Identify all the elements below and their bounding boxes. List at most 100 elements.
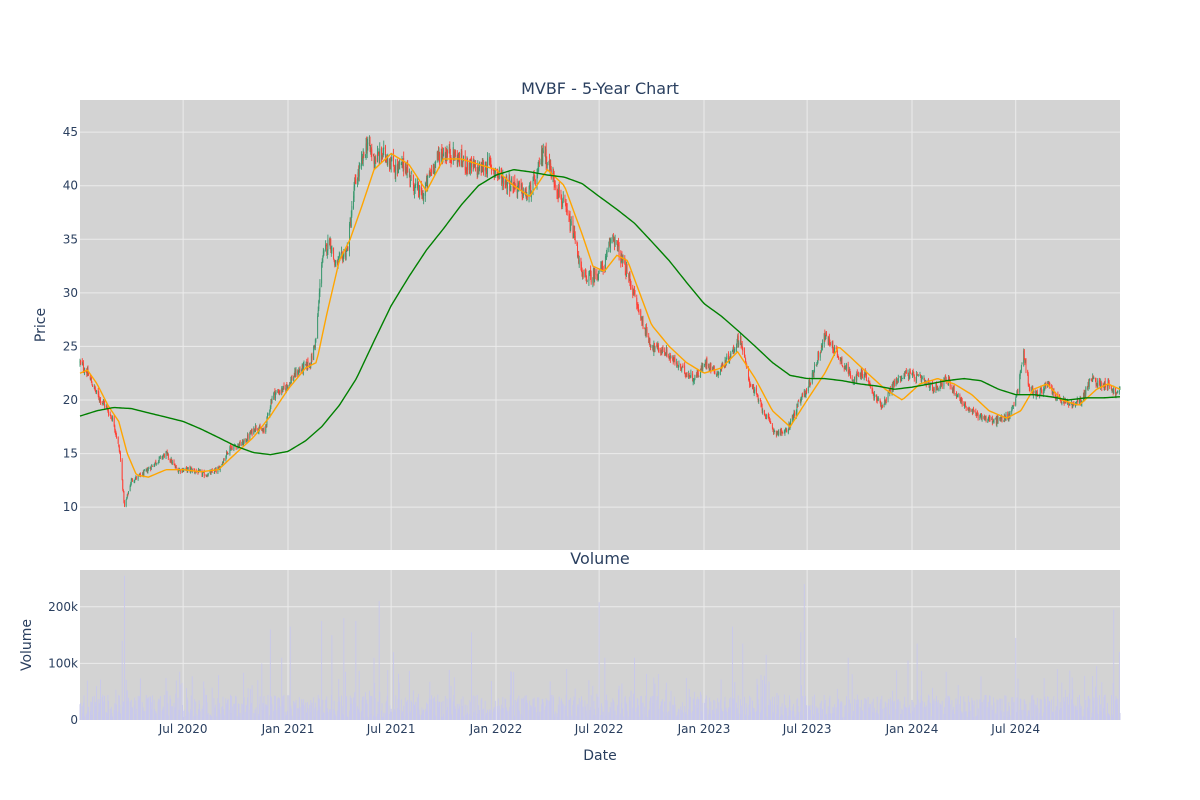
candle-body [638,306,639,310]
candle-body [425,185,427,187]
candle-body [1047,382,1049,384]
volume-bar [869,703,871,720]
volume-bar [137,695,139,720]
volume-bar [142,710,144,720]
candle-body [550,163,552,170]
candle-body [273,392,275,399]
volume-bar [726,711,728,720]
volume-bar [685,677,687,720]
volume-bar [1021,709,1023,720]
candle-body [594,270,596,282]
candle-body [881,405,883,408]
volume-bar [112,716,113,720]
candle-body [1083,392,1085,399]
candle-body [740,336,742,345]
candle-body [1096,384,1098,387]
candle-body [457,157,459,165]
volume-bar [206,694,207,720]
candle-body [765,418,767,419]
volume-bar [927,700,929,720]
volume-bar [436,701,438,720]
candle-body [820,351,822,353]
candle-body [593,271,595,281]
volume-bar [526,702,528,720]
candle-body [782,433,784,434]
candle-body [536,174,538,185]
candle-body [306,362,308,369]
volume-bar [1104,694,1106,720]
candle-body [273,391,275,393]
volume-bar [229,694,231,720]
volume-bar [977,715,978,720]
candle-body [975,413,977,416]
volume-bar [1063,705,1065,720]
volume-bar [630,709,631,720]
candle-body [718,372,720,374]
volume-bar [174,707,176,720]
volume-bar [100,679,101,720]
candle-body [553,172,555,175]
candle-body [548,161,550,165]
candle-body [469,163,471,172]
volume-bar [301,699,303,720]
volume-bar [698,699,700,720]
candle-body [166,451,168,453]
candle-body [130,479,132,484]
candle-body [788,423,790,430]
candle-body [839,357,841,362]
candle-body [283,385,285,389]
volume-bar [537,715,539,720]
volume-bar [441,716,443,720]
volume-y-tick-label: 200k [48,600,78,614]
candle-body [810,383,812,384]
volume-bar [187,711,189,720]
volume-bar [289,695,291,720]
volume-bar [542,702,544,720]
candle-body [796,404,798,413]
volume-bar [1092,701,1094,720]
volume-bar [897,699,899,720]
candle-body [170,461,172,463]
candle-body [581,264,582,270]
candle-body [265,424,267,426]
candle-body [933,388,935,391]
candle-body [642,320,644,329]
candle-body [406,167,408,176]
candle-body [771,424,773,428]
volume-bar [924,708,926,720]
candle-body [1104,381,1106,389]
volume-bar [1011,697,1013,720]
candle-body [666,349,668,357]
volume-bar [701,711,703,720]
volume-bar [81,705,83,720]
volume-bar [811,704,813,720]
candle-body [505,181,507,187]
candle-body [853,376,855,382]
candle-body [872,393,874,394]
candle-body [540,162,542,165]
candle-body [323,250,325,253]
candle-body [509,179,511,191]
volume-bar [652,695,654,720]
volume-bar [580,701,582,720]
candle-body [221,464,223,466]
volume-bar [1076,709,1078,720]
volume-bar [214,707,216,720]
volume-bar [1103,707,1104,720]
candle-body [107,408,109,412]
candle-body [913,374,915,379]
candle-body [840,358,842,361]
candle-body [520,184,522,187]
candle-body [439,155,441,163]
candle-body [93,385,95,387]
candle-body [371,149,373,156]
candle-body [993,419,995,422]
candle-body [546,163,548,165]
volume-bar [529,700,531,720]
volume-bar [823,695,825,720]
volume-bar [410,712,411,720]
volume-bar [374,698,376,720]
volume-bar [363,696,365,720]
volume-bar [469,701,471,720]
volume-bar [549,681,551,720]
